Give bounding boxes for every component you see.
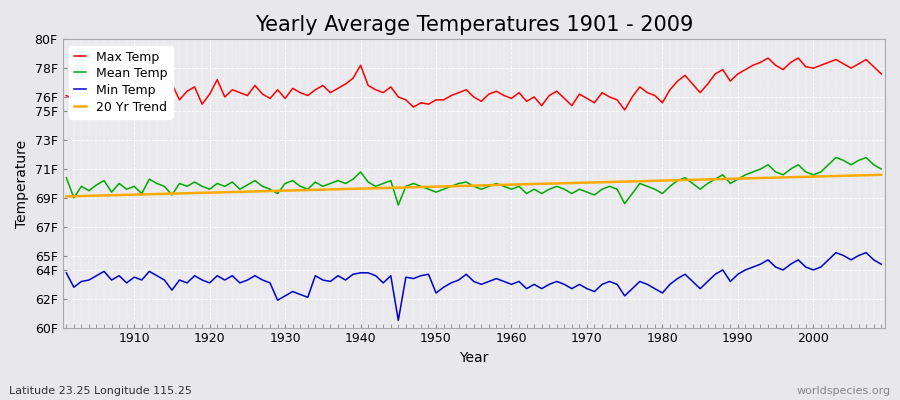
Text: Latitude 23.25 Longitude 115.25: Latitude 23.25 Longitude 115.25 xyxy=(9,386,192,396)
Mean Temp xyxy=(287,178,298,183)
Legend: Max Temp, Mean Temp, Min Temp, 20 Yr Trend: Max Temp, Mean Temp, Min Temp, 20 Yr Tre… xyxy=(68,46,173,119)
Mean Temp xyxy=(122,187,132,192)
Mean Temp xyxy=(393,203,404,208)
Min Temp xyxy=(876,262,886,266)
Min Temp xyxy=(831,250,842,255)
Mean Temp xyxy=(61,175,72,180)
Min Temp xyxy=(506,282,517,287)
Line: Mean Temp: Mean Temp xyxy=(67,158,881,205)
Max Temp xyxy=(762,56,773,60)
Line: Min Temp: Min Temp xyxy=(67,253,881,320)
Mean Temp xyxy=(506,187,517,192)
Mean Temp xyxy=(876,167,886,172)
Y-axis label: Temperature: Temperature xyxy=(15,139,29,228)
Min Temp xyxy=(61,270,72,275)
Min Temp xyxy=(393,318,404,323)
X-axis label: Year: Year xyxy=(459,351,489,365)
Max Temp xyxy=(61,93,72,98)
Min Temp xyxy=(514,279,525,284)
Max Temp xyxy=(499,93,509,98)
Min Temp xyxy=(122,280,132,285)
Max Temp xyxy=(506,96,517,101)
Mean Temp xyxy=(514,184,525,189)
Mean Temp xyxy=(831,155,842,160)
Max Temp xyxy=(876,72,886,76)
Text: worldspecies.org: worldspecies.org xyxy=(796,386,891,396)
Mean Temp xyxy=(604,184,615,189)
Title: Yearly Average Temperatures 1901 - 2009: Yearly Average Temperatures 1901 - 2009 xyxy=(255,15,693,35)
Max Temp xyxy=(287,86,298,91)
Max Temp xyxy=(619,108,630,112)
Max Temp xyxy=(333,86,344,91)
Mean Temp xyxy=(333,178,344,183)
Max Temp xyxy=(597,90,608,95)
Line: Max Temp: Max Temp xyxy=(67,58,881,110)
Max Temp xyxy=(122,96,132,101)
Min Temp xyxy=(287,289,298,294)
Min Temp xyxy=(333,273,344,278)
Min Temp xyxy=(604,279,615,284)
